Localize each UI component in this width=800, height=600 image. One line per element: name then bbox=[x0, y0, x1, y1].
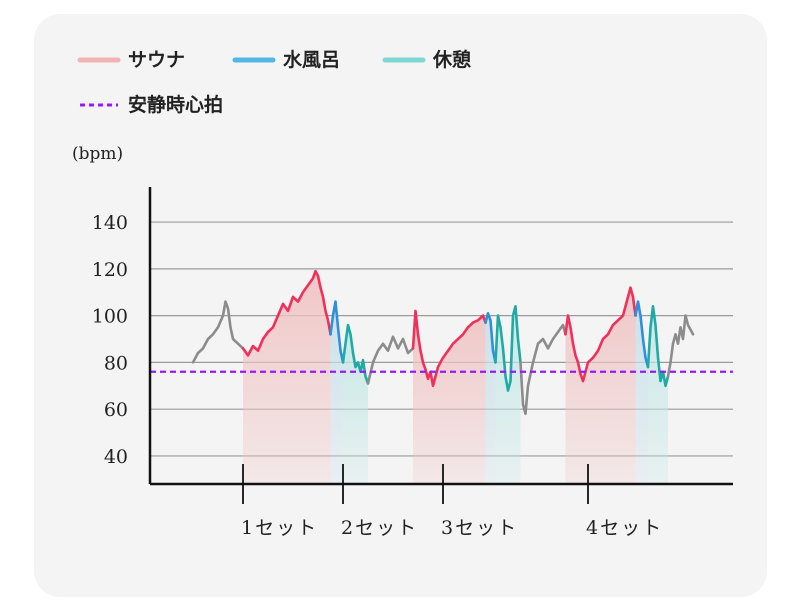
set-label: 4セット bbox=[586, 517, 663, 539]
y-unit-label: (bpm) bbox=[72, 144, 123, 164]
heart-rate-series bbox=[191, 269, 695, 416]
legend-item-rest: 休憩 bbox=[382, 48, 471, 71]
series-segment-sauna-9 bbox=[564, 286, 637, 383]
chart-card bbox=[34, 14, 767, 597]
series-segment-water-2 bbox=[329, 300, 345, 364]
axes bbox=[148, 187, 733, 504]
band-rest-5 bbox=[495, 306, 521, 484]
series-segment-other-8 bbox=[519, 323, 567, 416]
series-segment-other-0 bbox=[191, 300, 245, 364]
set-label: 1セット bbox=[241, 517, 318, 539]
set-label: 3セット bbox=[441, 517, 518, 539]
band-water-7 bbox=[635, 301, 648, 484]
y-tick-label: 80 bbox=[104, 352, 128, 374]
legend-label: サウナ bbox=[128, 49, 185, 71]
band-water-4 bbox=[485, 313, 496, 484]
legend-label: 休憩 bbox=[432, 48, 471, 71]
y-tick-label: 60 bbox=[104, 399, 128, 421]
band-sauna-3 bbox=[413, 310, 486, 484]
series-segment-rest-11 bbox=[646, 305, 670, 388]
band-sauna-0 bbox=[243, 271, 331, 484]
y-tick-label: 140 bbox=[92, 212, 128, 234]
series-segment-water-10 bbox=[634, 300, 650, 369]
legend-item-resting: 安静時心拍 bbox=[80, 93, 223, 116]
x-tick-labels: 1セット 2セット 3セット 4セット bbox=[241, 517, 663, 539]
series-segment-water-6 bbox=[484, 312, 497, 364]
y-tick-label: 100 bbox=[92, 306, 128, 328]
y-tick-label: 40 bbox=[104, 446, 128, 468]
series-segment-rest-7 bbox=[494, 305, 522, 392]
phase-bands bbox=[243, 271, 668, 484]
set-label: 2セット bbox=[341, 517, 418, 539]
series-segment-sauna-1 bbox=[241, 269, 332, 357]
y-tick-labels: 40 60 80 100 120 140 bbox=[92, 212, 128, 468]
legend-item-sauna: サウナ bbox=[77, 49, 185, 71]
band-rest-8 bbox=[648, 306, 668, 484]
series-segment-sauna-5 bbox=[411, 309, 487, 388]
legend-label: 水風呂 bbox=[283, 49, 340, 71]
series-segment-other-4 bbox=[366, 335, 415, 385]
series-segment-other-12 bbox=[666, 314, 695, 378]
legend-label: 安静時心拍 bbox=[128, 93, 223, 116]
series-segment-rest-3 bbox=[341, 323, 370, 385]
band-rest-2 bbox=[343, 324, 368, 484]
legend-item-water: 水風呂 bbox=[232, 49, 340, 71]
band-sauna-6 bbox=[565, 287, 636, 484]
y-tick-label: 120 bbox=[92, 259, 128, 281]
